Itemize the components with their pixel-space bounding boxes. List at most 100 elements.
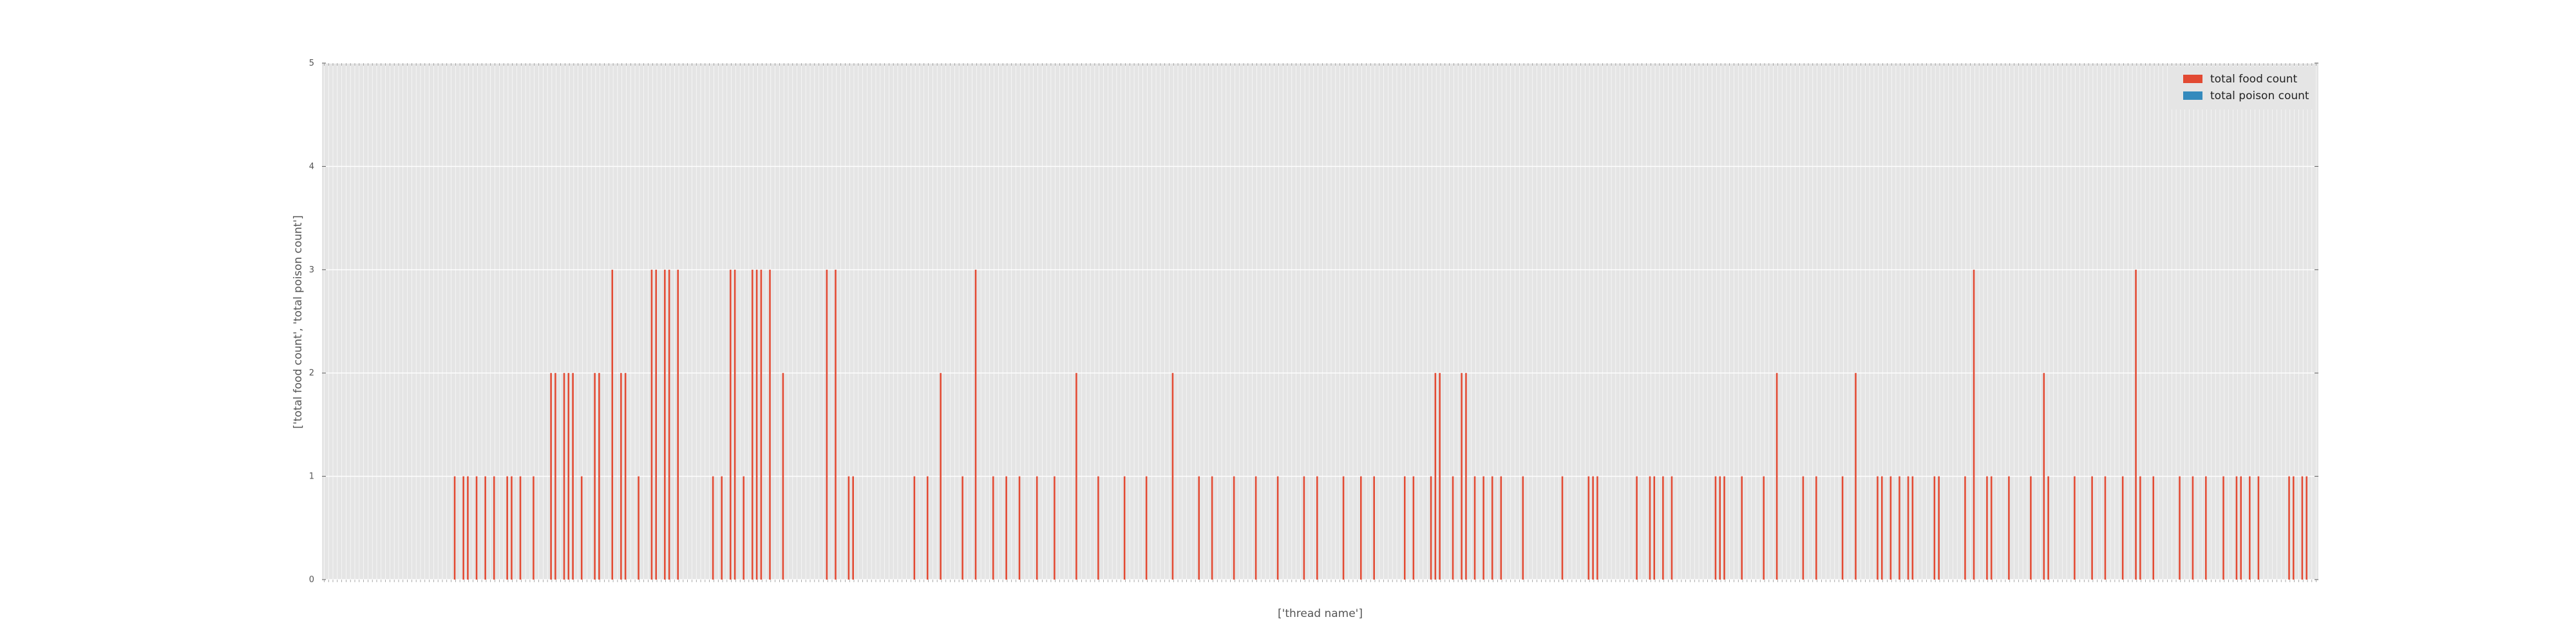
bar-food [1075,373,1077,580]
bar-food [2030,476,2032,580]
bar-food [1491,476,1493,580]
bar-food [760,269,762,580]
y-tick-label: 3 [309,265,314,275]
bar-food [620,373,622,580]
x-axis-ticks [324,63,2316,582]
bar-food [2091,476,2093,580]
bar-food [2008,476,2010,580]
bar-food [835,269,837,580]
bars [453,269,2308,580]
bar-food [611,269,614,580]
bar-food [1723,476,1725,580]
bar-food [1434,373,1437,580]
bar-food [2074,476,2076,580]
y-axis-ticks: 0 1 2 3 4 5 [309,59,2318,585]
bar-food [926,476,929,580]
bar-food [2293,476,2295,580]
bar-food [533,476,535,580]
bar-food [1171,373,1174,580]
bar-food [1233,476,1235,580]
bar-food [961,476,963,580]
bar-food [638,476,639,580]
bar-food [1452,476,1454,580]
bar-food [1986,476,1988,580]
y-tick-label: 5 [309,59,314,68]
bar-food [2240,476,2242,580]
legend-swatch-food [2183,75,2202,83]
bar-food [467,476,469,580]
bar-food [848,476,850,580]
bar-food [1211,476,1213,580]
bar-food [1587,476,1590,580]
bar-food [2139,476,2141,580]
bar-food [519,476,522,580]
bar-food [1662,476,1664,580]
bar-food [1714,476,1717,580]
bar-food [2306,476,2308,580]
bar-food [743,476,745,580]
bar-food [484,476,486,580]
bar-food [1316,476,1318,580]
bar-food [580,476,583,580]
bar-food [1036,476,1038,580]
bar-food [1342,476,1345,580]
legend-box [2169,67,2314,109]
bar-food [2288,476,2290,580]
bar-food [1360,476,1362,580]
legend-label-food: total food count [2210,73,2298,86]
bar-food [2257,476,2260,580]
bar-food [712,476,714,580]
bar-food [1596,476,1598,580]
bar-food [2047,476,2049,580]
bar-food [664,269,666,580]
bar-food [1653,476,1656,580]
bar-food [730,269,732,580]
bar-food [940,373,942,580]
bar-food [1412,476,1415,580]
bar-food [554,373,556,580]
bar-food [755,269,758,580]
bar-food [1198,476,1200,580]
bar-food [1938,476,1940,580]
bar-food [1964,476,1966,580]
bar-food [2135,269,2137,580]
bar-food [1636,476,1638,580]
bar-food [594,373,596,580]
bar-food [1719,476,1721,580]
bar-food [506,476,508,580]
bar-food [992,476,994,580]
bar-food [1473,476,1476,580]
bar-food [1933,476,1936,580]
bar-food [1482,476,1484,580]
bar-food [2222,476,2224,580]
bar-food [2301,476,2304,580]
grid-lines [322,62,2318,580]
bar-food [734,269,736,580]
bar-food [1671,476,1673,580]
bar-food [567,373,570,580]
bar-food [1855,373,1857,580]
bar-food [475,476,478,580]
bar-food [453,476,456,580]
bar-food [1763,476,1765,580]
bar-food [1018,476,1021,580]
bar-food [493,476,495,580]
bar-food [2043,373,2045,580]
bar-food [1561,476,1564,580]
bar-food [1802,476,1804,580]
bar-food [1907,476,1909,580]
bar-food [782,373,784,580]
bar-food [1649,476,1651,580]
bar-food [1741,476,1743,580]
bar-food [1303,476,1305,580]
bar-food [2192,476,2194,580]
bar-food [1899,476,1900,580]
bar-food [1465,373,1467,580]
plot-background [322,63,2318,580]
bar-food [2179,476,2181,580]
bar-food [550,373,552,580]
bar-food [1461,373,1463,580]
bar-food [1973,269,1975,580]
bar-food [1880,476,1883,580]
bar-food [650,269,653,580]
